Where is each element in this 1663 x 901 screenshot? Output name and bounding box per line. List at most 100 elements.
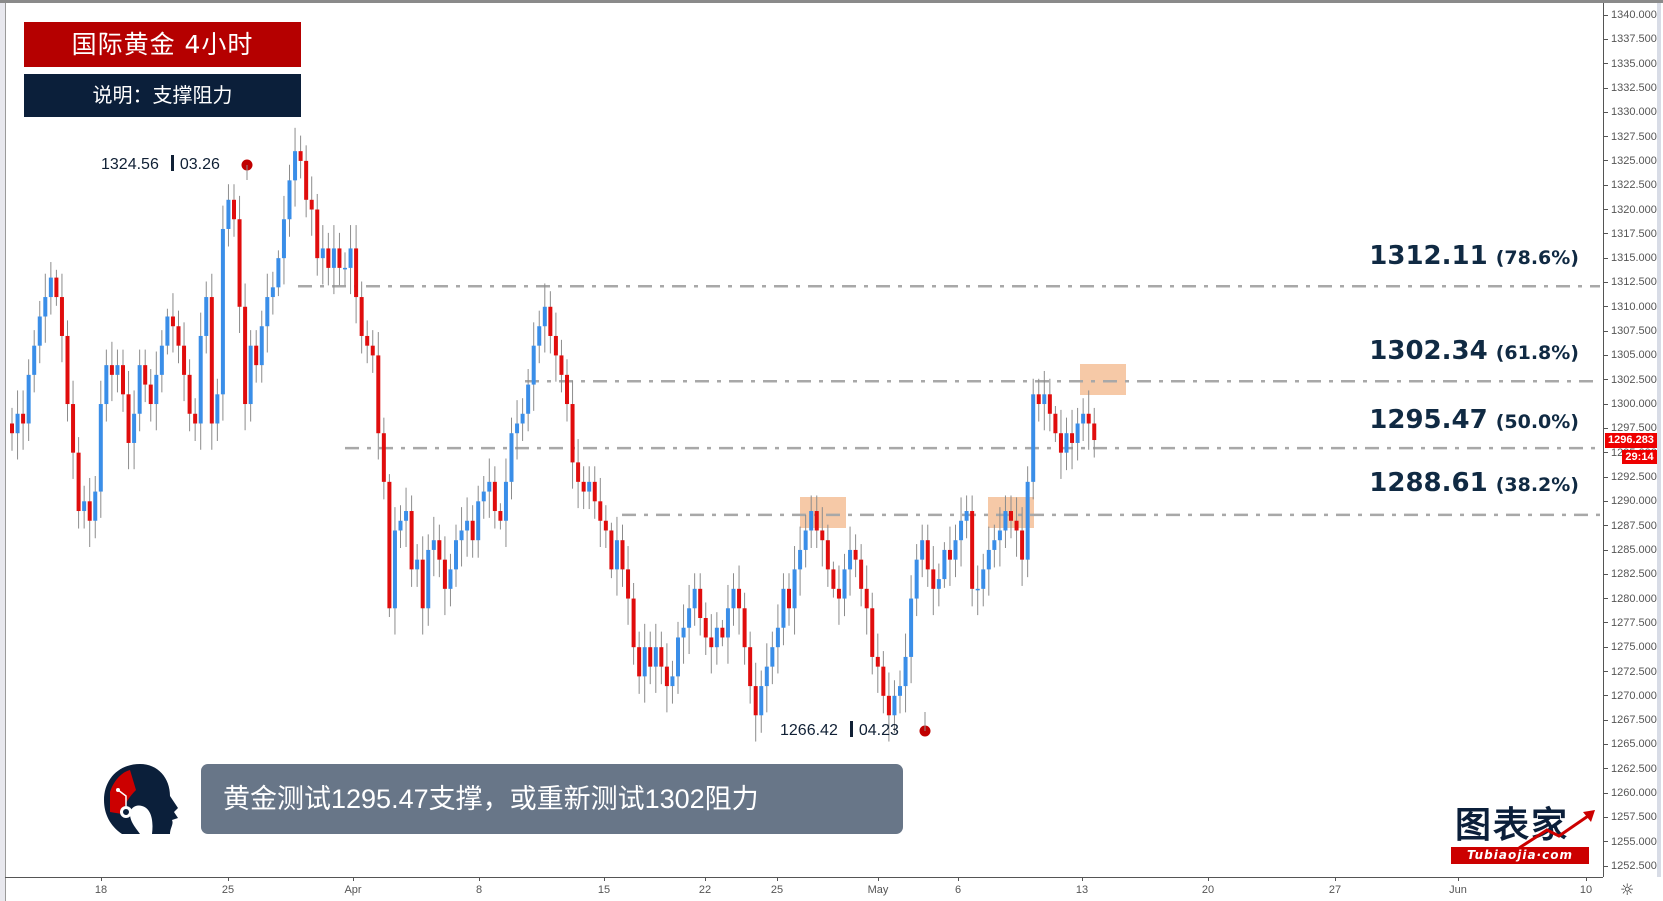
candle-body [37, 316, 42, 346]
time-tick-label: 25 [770, 884, 784, 896]
price-tick: 1277.500 [1604, 617, 1657, 629]
candle-body [553, 335, 558, 356]
candle-body [670, 676, 675, 687]
time-tick-mark [705, 877, 706, 881]
candle-body [831, 569, 836, 589]
price-tick: 1290.000 [1604, 495, 1657, 507]
price-tick: 1270.000 [1604, 690, 1657, 702]
candle-body [859, 559, 864, 589]
candle-body [1009, 511, 1013, 521]
candle-body [215, 394, 220, 424]
price-tick: 1340.000 [1604, 9, 1657, 21]
candle-body [526, 384, 531, 414]
candle-body [459, 530, 464, 541]
price-tick: 1280.000 [1604, 593, 1657, 605]
resistance-highlight-box [1080, 364, 1126, 395]
candle-body [565, 374, 569, 405]
candle-body [970, 511, 975, 589]
candle-body [1047, 394, 1052, 414]
candle-body [848, 549, 853, 570]
candle-body [376, 355, 381, 434]
candle-body [898, 686, 902, 696]
time-tick-mark [101, 877, 102, 881]
trend-arrow-icon [1518, 810, 1595, 850]
candle-body [1025, 481, 1030, 560]
candle-body [798, 549, 803, 570]
candle-body [487, 481, 492, 492]
candle-body [26, 374, 31, 424]
price-tick: 1310.000 [1604, 301, 1657, 313]
candle-body [592, 481, 597, 502]
price-tick: 1297.500 [1604, 422, 1657, 434]
candle-body [964, 511, 969, 521]
candle-body [825, 540, 830, 570]
candle-body [892, 695, 897, 716]
candle-body [775, 627, 780, 648]
candle-body [159, 345, 164, 375]
price-tick: 1272.500 [1604, 666, 1657, 678]
candle-body [959, 520, 964, 541]
candle-body [448, 569, 453, 589]
candle-body [881, 666, 886, 696]
time-tick-mark [604, 877, 605, 881]
top-border [0, 0, 1663, 3]
time-tick-mark [1586, 877, 1587, 881]
candle-body [10, 423, 14, 434]
candle-body [503, 481, 508, 521]
time-tick-label: 15 [597, 884, 611, 896]
candle-body [454, 540, 458, 570]
candle-body [953, 540, 958, 560]
candle-body [243, 306, 248, 405]
fib-price: 1312.11 [1369, 241, 1488, 271]
candle-body [942, 549, 947, 580]
candle-body [764, 666, 769, 687]
candle-body [920, 540, 925, 560]
candle-body [570, 404, 575, 463]
candle-body [720, 627, 725, 638]
candle-body [409, 511, 414, 570]
candle-body [642, 647, 647, 677]
candle-body [331, 248, 336, 268]
price-tick: 1292.500 [1604, 471, 1657, 483]
candle-body [154, 374, 159, 405]
candle-body [137, 365, 142, 414]
candle-body [1075, 423, 1080, 443]
candle-body [43, 297, 48, 317]
candle-body [71, 404, 76, 453]
candle-body [986, 549, 991, 570]
time-tick-mark [1458, 877, 1459, 881]
candle-body [1081, 413, 1086, 424]
settings-gear-icon[interactable]: ☼ [1620, 880, 1635, 899]
time-tick-label: 22 [698, 884, 712, 896]
candle-body [509, 433, 514, 482]
fib-price: 1288.61 [1369, 468, 1488, 498]
candle-body [1064, 433, 1069, 453]
candle-body [198, 335, 203, 424]
logo-url: Tubiaojia·com [1451, 847, 1589, 864]
candle-body [415, 559, 420, 570]
candle-body [531, 345, 536, 385]
candle-body [975, 588, 980, 591]
candle-body [298, 151, 303, 161]
candle-body [792, 569, 797, 609]
candle-body [276, 258, 281, 288]
tubiaojia-logo: 图表家 Tubiaojia·com [1447, 806, 1597, 866]
candle-body [759, 686, 764, 716]
fib-label-618: 1302.34 (61.8%) [1369, 336, 1579, 366]
candle-body [703, 618, 708, 638]
candle-body [381, 433, 386, 482]
candle-body [542, 306, 547, 327]
logo-text: 图表家 [1455, 805, 1570, 846]
low-price: 1266.42 [780, 722, 838, 739]
candle-body [1058, 433, 1063, 453]
candle-body [725, 608, 730, 638]
candle-body [281, 219, 286, 259]
candle-body [515, 423, 520, 434]
analyst-head-icon [100, 762, 182, 838]
price-scale-scrollbar[interactable] [1657, 3, 1661, 877]
candle-body [1092, 423, 1097, 441]
candle-body [232, 199, 236, 220]
low-date: 04.23 [858, 722, 899, 739]
candle-body [437, 540, 442, 560]
